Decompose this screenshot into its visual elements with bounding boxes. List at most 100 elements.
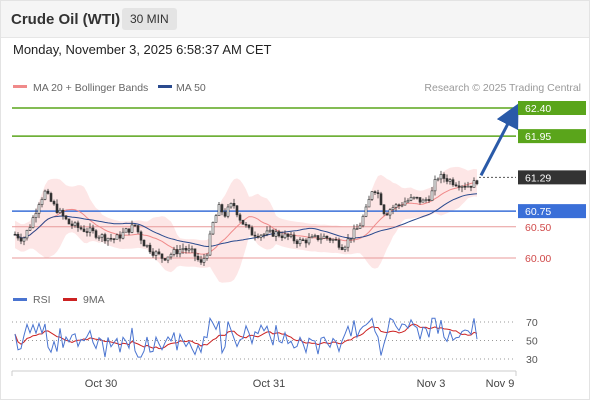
- level-label-60-75: 60.75: [518, 204, 586, 219]
- candle-body: [178, 249, 182, 255]
- candle-body: [367, 199, 371, 208]
- candle-body: [421, 199, 425, 203]
- candle-body: [442, 174, 446, 179]
- candle-body: [364, 206, 368, 217]
- candle-body: [28, 227, 32, 231]
- candle-body: [475, 180, 479, 185]
- level-label-60-00: 60.00: [525, 253, 551, 265]
- candle-body: [67, 218, 71, 225]
- candle-body: [121, 231, 125, 239]
- candle-body: [13, 233, 17, 236]
- candle-body: [223, 211, 227, 217]
- candle-body: [379, 193, 383, 206]
- x-tick-nov-9: Nov 9: [486, 378, 515, 390]
- candle-body: [454, 184, 458, 187]
- candle-body: [397, 204, 401, 207]
- candle-body: [157, 251, 161, 255]
- candle-body: [79, 227, 83, 230]
- legend-9ma-label: 9MA: [83, 294, 105, 306]
- candle-body: [16, 234, 20, 239]
- candle-body: [292, 234, 296, 242]
- candle-body: [460, 185, 464, 188]
- candle-body: [217, 204, 221, 216]
- candle-body: [220, 204, 224, 213]
- candle-body: [277, 231, 281, 237]
- level-label-60-50: 60.50: [525, 222, 551, 234]
- candle-body: [361, 216, 365, 227]
- candle-body: [448, 179, 452, 182]
- candle-body: [172, 249, 176, 255]
- candle-body: [346, 238, 350, 248]
- timeframe-badge[interactable]: 30 MIN: [122, 8, 177, 30]
- candle-body: [142, 239, 146, 247]
- candle-body: [133, 224, 137, 227]
- candle-body: [64, 215, 68, 220]
- candle-body: [136, 225, 140, 233]
- candle-body: [145, 244, 149, 247]
- candle-body: [160, 253, 164, 259]
- candle-body: [403, 201, 407, 206]
- projection-arrow: [479, 103, 519, 177]
- candle-body: [400, 204, 404, 207]
- candle-body: [151, 251, 155, 256]
- candle-body: [208, 233, 212, 256]
- candle-body: [94, 230, 98, 238]
- candle-body: [301, 239, 305, 242]
- x-tick-oct-31: Oct 31: [253, 378, 285, 390]
- x-tick-oct-30: Oct 30: [85, 378, 117, 390]
- candle-body: [298, 239, 302, 245]
- candle-body: [148, 244, 152, 253]
- candle-body: [19, 237, 23, 242]
- candle-body: [286, 233, 290, 237]
- rsi-tick-50: 50: [526, 336, 538, 348]
- candle-body: [70, 223, 74, 226]
- candle-body: [370, 191, 374, 200]
- candle-body: [124, 228, 128, 233]
- candle-body: [175, 249, 179, 255]
- candle-body: [373, 191, 377, 193]
- rsi-tick-30: 30: [526, 354, 538, 366]
- candle-body: [466, 185, 470, 188]
- candle-body: [433, 179, 437, 192]
- candle-body: [427, 199, 431, 201]
- candle-body: [40, 199, 44, 205]
- candle-body: [358, 225, 362, 229]
- candle-body: [103, 234, 107, 242]
- candle-body: [139, 231, 143, 241]
- level-label-61-95: 61.95: [518, 129, 586, 144]
- candle-body: [232, 203, 236, 207]
- candle-body: [88, 227, 92, 233]
- candle-body: [52, 201, 56, 205]
- candle-body: [310, 236, 314, 239]
- candle-body: [304, 239, 308, 244]
- candle-body: [469, 185, 473, 188]
- candle-body: [259, 234, 263, 238]
- candle-body: [154, 251, 158, 256]
- candle-body: [319, 238, 323, 241]
- candle-body: [25, 229, 29, 239]
- candle-body: [316, 235, 320, 241]
- candle-body: [244, 223, 248, 226]
- candle-body: [163, 258, 167, 261]
- ma50-line: [14, 193, 478, 248]
- candle-body: [241, 219, 245, 225]
- candle-body: [391, 207, 395, 210]
- candle-body: [457, 185, 461, 188]
- candle-body: [445, 178, 449, 182]
- candle-body: [280, 235, 284, 239]
- candle-body: [166, 256, 170, 261]
- candle-body: [31, 217, 35, 228]
- header-bar: Crude Oil (WTI) 30 MIN: [1, 1, 589, 38]
- candle-body: [376, 192, 380, 194]
- candle-body: [283, 233, 287, 239]
- candle-body: [238, 214, 242, 221]
- candle-body: [412, 196, 416, 199]
- candle-body: [202, 258, 206, 263]
- candle-body: [349, 238, 353, 240]
- candle-body: [313, 235, 317, 237]
- candle-body: [355, 228, 359, 230]
- candle-body: [109, 237, 113, 240]
- candle-body: [85, 231, 89, 233]
- legend-bb-label: MA 20 + Bollinger Bands: [33, 82, 148, 94]
